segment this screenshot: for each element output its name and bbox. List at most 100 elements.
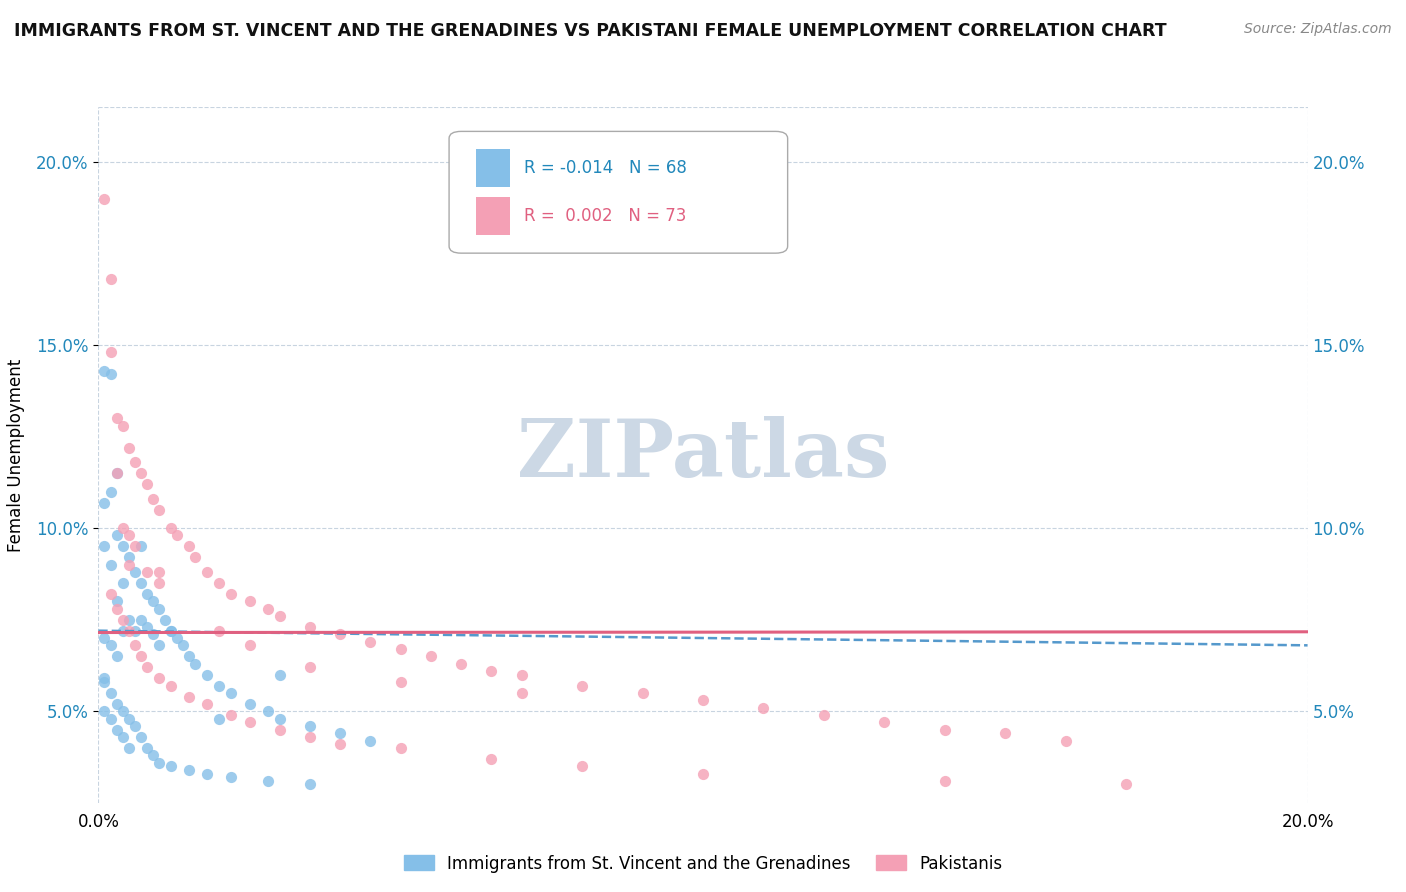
Point (389, 740, 412, 755)
Point (100, 368, 122, 382)
Point (389, 675, 412, 690)
Point (142, 594, 165, 608)
Text: ZIPatlas: ZIPatlas (517, 416, 889, 494)
Point (184, 657, 207, 671)
Text: Source: ZipAtlas.com: Source: ZipAtlas.com (1244, 22, 1392, 37)
Point (111, 418, 134, 433)
Point (269, 723, 291, 737)
Point (481, 752, 503, 766)
Point (135, 565, 157, 579)
Point (111, 613, 134, 627)
Point (269, 609, 291, 624)
Point (105, 723, 128, 737)
Point (93, 675, 115, 690)
Point (571, 759, 593, 773)
Point (93, 192, 115, 206)
Y-axis label: Female Unemployment: Female Unemployment (7, 359, 25, 551)
Point (195, 565, 218, 579)
Point (111, 704, 134, 718)
Point (105, 601, 128, 615)
FancyBboxPatch shape (449, 131, 787, 253)
Point (184, 550, 207, 565)
Point (571, 679, 593, 693)
Point (105, 467, 128, 481)
Point (256, 601, 278, 615)
Point (166, 631, 188, 645)
Point (148, 601, 170, 615)
Point (450, 657, 472, 671)
Point (179, 763, 201, 777)
Point (221, 587, 243, 601)
Point (160, 624, 183, 638)
Point (111, 576, 134, 591)
Point (510, 686, 533, 700)
Point (631, 686, 654, 700)
Point (389, 642, 412, 657)
Point (105, 467, 128, 481)
Point (100, 686, 122, 700)
Point (329, 726, 352, 740)
Point (105, 528, 128, 542)
Point (100, 345, 122, 359)
Point (100, 712, 122, 726)
Point (994, 726, 1017, 740)
Point (256, 704, 278, 718)
Point (360, 634, 382, 648)
Point (148, 503, 170, 517)
Point (179, 540, 201, 554)
Point (1054, 733, 1077, 747)
Point (118, 613, 141, 627)
Point (221, 770, 243, 784)
Point (124, 455, 146, 469)
Point (105, 697, 128, 711)
Point (752, 700, 775, 714)
Point (360, 733, 382, 747)
Point (172, 638, 194, 652)
Point (118, 624, 141, 638)
Point (93, 671, 115, 685)
Point (129, 576, 152, 591)
Point (100, 558, 122, 572)
Point (160, 624, 183, 638)
Point (135, 477, 157, 491)
Point (111, 624, 134, 638)
Point (329, 627, 352, 641)
Point (208, 624, 231, 638)
Point (100, 272, 122, 286)
Point (129, 613, 152, 627)
Point (208, 576, 231, 591)
Point (118, 441, 141, 455)
Point (118, 558, 141, 572)
Point (221, 686, 243, 700)
Point (269, 667, 291, 681)
Point (135, 660, 157, 674)
Point (105, 411, 128, 425)
Point (124, 638, 146, 652)
Point (221, 707, 243, 722)
Point (208, 679, 231, 693)
Point (93, 364, 115, 378)
Point (118, 740, 141, 755)
Point (142, 627, 165, 641)
Point (100, 638, 122, 652)
Legend: Immigrants from St. Vincent and the Grenadines, Pakistanis: Immigrants from St. Vincent and the Gren… (396, 848, 1010, 880)
Point (481, 664, 503, 678)
Text: R =  0.002   N = 73: R = 0.002 N = 73 (524, 207, 686, 226)
Point (153, 613, 176, 627)
Point (1115, 777, 1137, 791)
Point (934, 773, 956, 788)
Point (111, 540, 134, 554)
Point (93, 540, 115, 554)
Point (195, 667, 218, 681)
Point (111, 521, 134, 535)
Point (329, 737, 352, 751)
Point (129, 649, 152, 664)
Point (111, 730, 134, 744)
Point (166, 528, 188, 542)
Point (256, 773, 278, 788)
Point (299, 660, 322, 674)
Point (129, 467, 152, 481)
Point (105, 649, 128, 664)
Point (179, 690, 201, 704)
Point (510, 667, 533, 681)
